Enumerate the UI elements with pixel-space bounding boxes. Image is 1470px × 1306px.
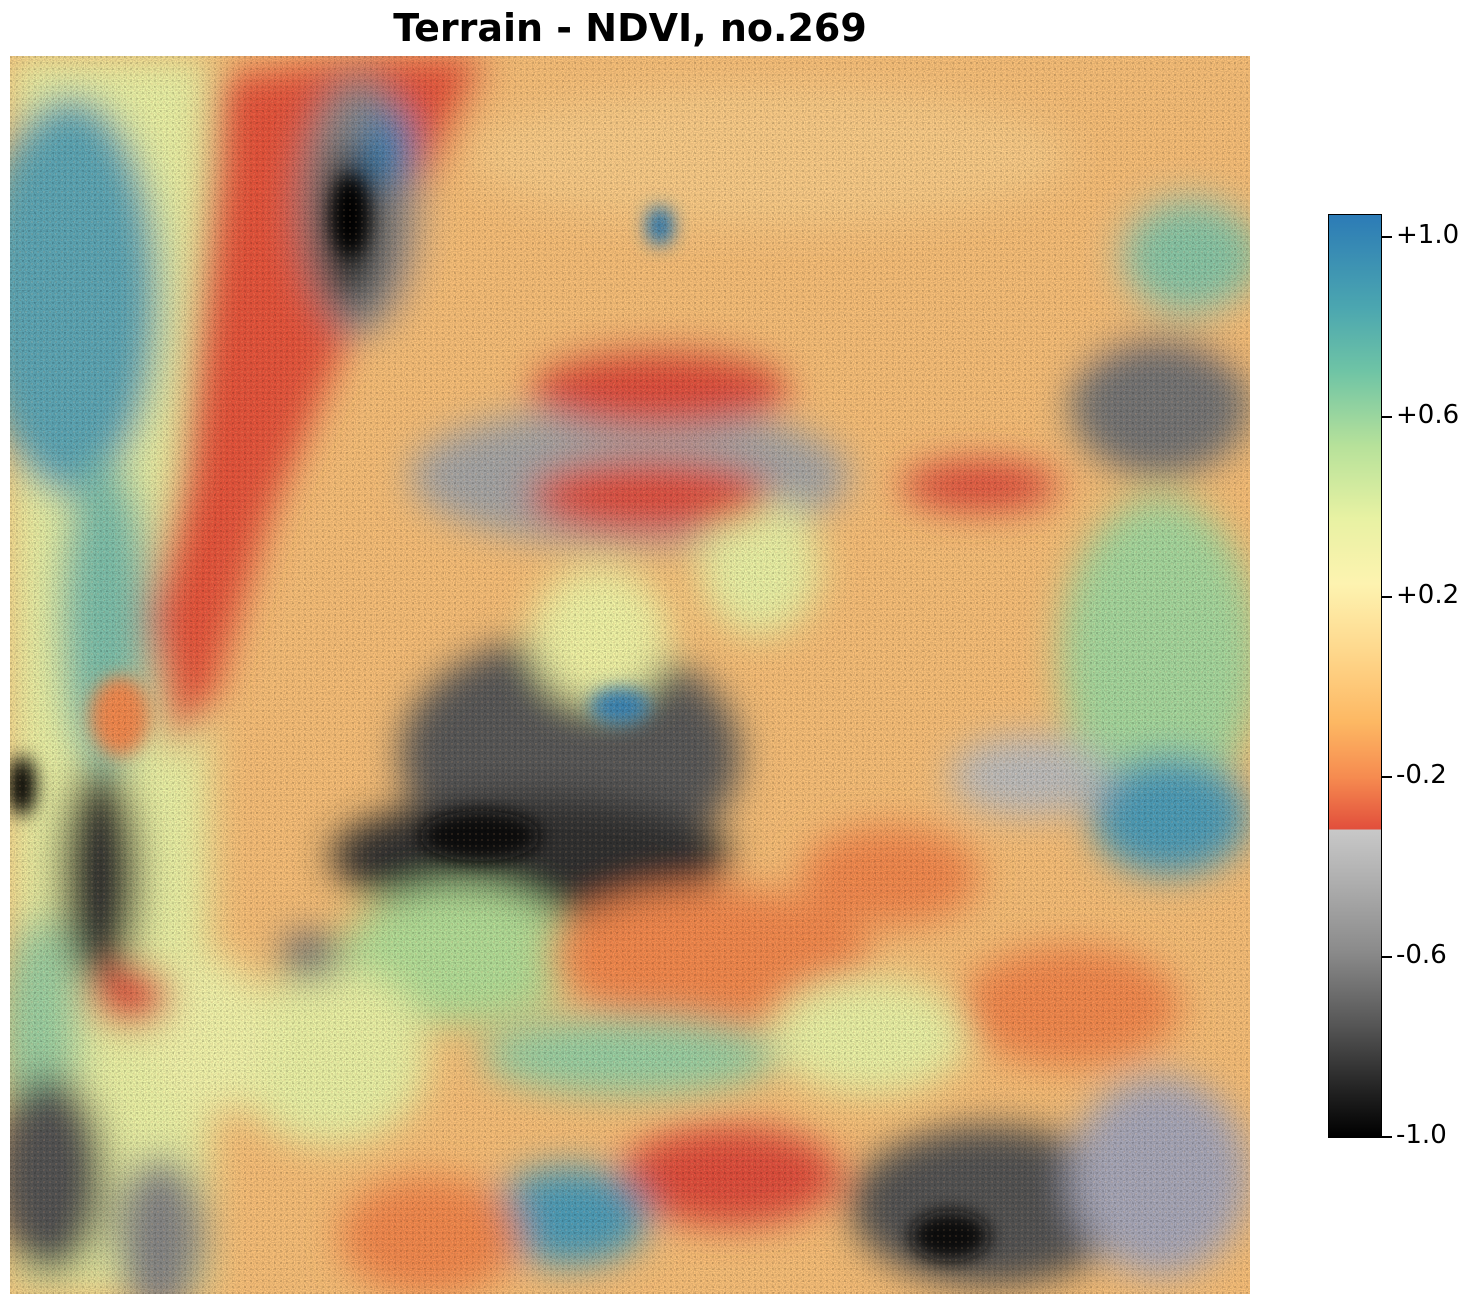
colorbar-tick-label: -0.2	[1396, 760, 1447, 790]
chart-title: Terrain - NDVI, no.269	[393, 6, 867, 50]
colorbar-tick	[1382, 776, 1392, 778]
colorbar-tick-label: +1.0	[1396, 220, 1460, 250]
ndvi-map	[10, 56, 1250, 1294]
colorbar-gradient	[1328, 214, 1382, 1138]
colorbar-tick-label: -0.6	[1396, 940, 1447, 970]
colorbar-tick	[1382, 1136, 1392, 1138]
colorbar-tick	[1382, 596, 1392, 598]
colorbar-tick	[1382, 416, 1392, 418]
colorbar-tick	[1382, 236, 1392, 238]
colorbar-tick-label: +0.6	[1396, 400, 1460, 430]
colorbar-tick	[1382, 956, 1392, 958]
colorbar: +1.0 +0.6 +0.2 -0.2 -0.6 -1.0	[1328, 214, 1459, 1150]
ndvi-raster	[10, 56, 1250, 1294]
colorbar-tick-label: -1.0	[1396, 1120, 1447, 1150]
colorbar-tick-label: +0.2	[1396, 580, 1460, 610]
